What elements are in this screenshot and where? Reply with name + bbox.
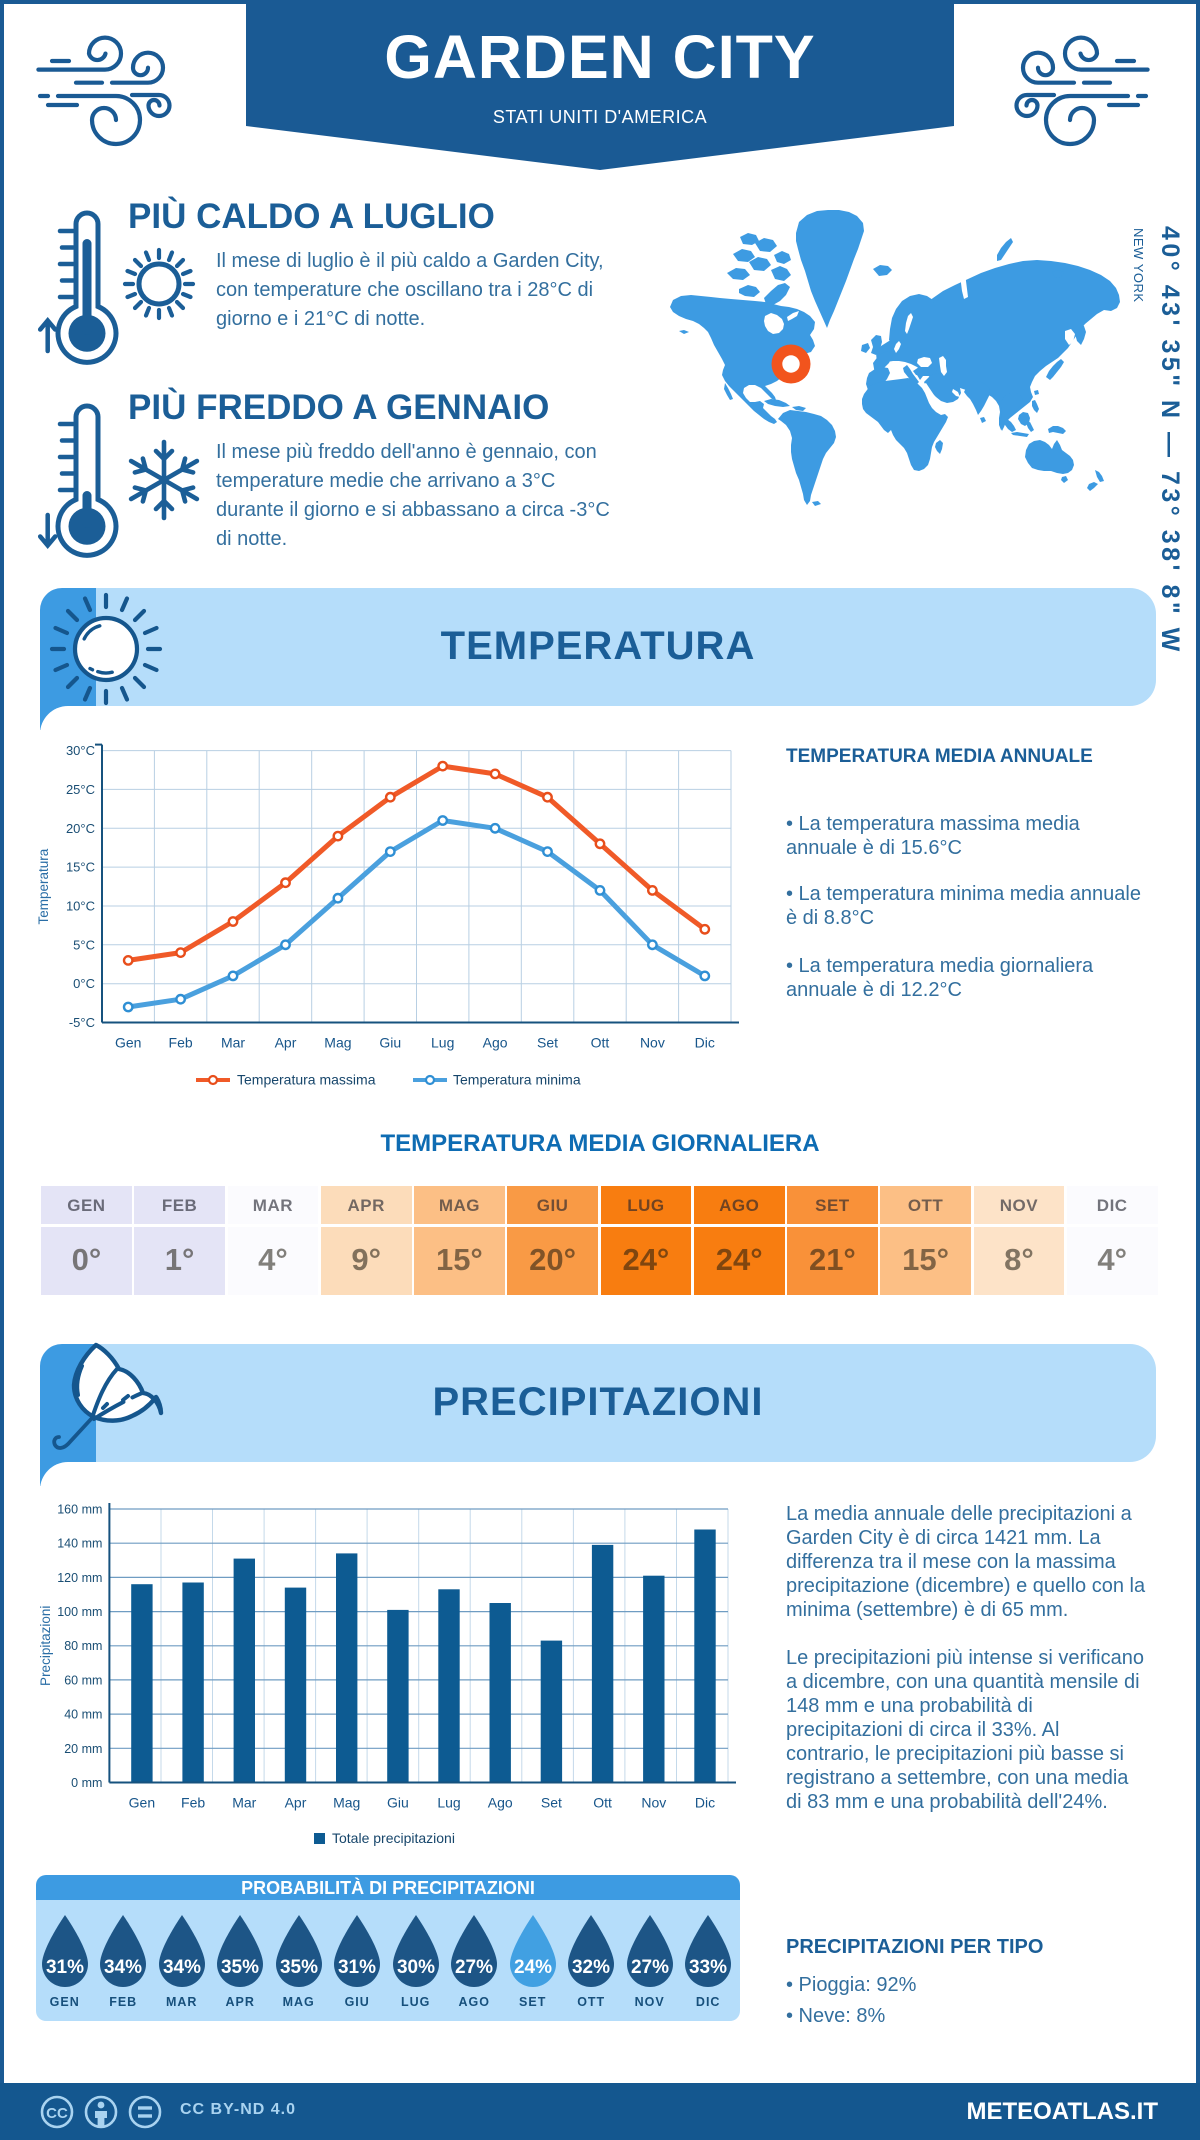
svg-text:Set: Set (537, 1035, 558, 1051)
svg-text:0 mm: 0 mm (71, 1776, 102, 1790)
svg-text:35%: 35% (221, 1957, 259, 1978)
svg-text:Giu: Giu (379, 1035, 401, 1051)
svg-text:15°C: 15°C (66, 860, 95, 875)
svg-text:CC: CC (46, 2105, 68, 2122)
svg-text:Dic: Dic (695, 1035, 715, 1051)
svg-text:-5°C: -5°C (69, 1015, 95, 1030)
svg-text:Lug: Lug (437, 1795, 460, 1811)
svg-text:0°C: 0°C (73, 976, 95, 991)
svg-text:35%: 35% (280, 1957, 318, 1978)
svg-text:Apr: Apr (275, 1035, 297, 1051)
svg-text:27%: 27% (631, 1957, 669, 1978)
svg-text:Totale precipitazioni: Totale precipitazioni (332, 1830, 455, 1846)
svg-text:30%: 30% (397, 1957, 435, 1978)
svg-text:160 mm: 160 mm (57, 1503, 102, 1517)
svg-text:Apr: Apr (285, 1795, 307, 1811)
svg-text:Gen: Gen (129, 1795, 155, 1811)
svg-text:Nov: Nov (640, 1035, 665, 1051)
svg-text:40 mm: 40 mm (64, 1708, 102, 1722)
svg-text:Lug: Lug (431, 1035, 454, 1051)
svg-text:Ago: Ago (488, 1795, 513, 1811)
svg-text:120 mm: 120 mm (57, 1571, 102, 1585)
svg-text:80 mm: 80 mm (64, 1639, 102, 1653)
svg-text:20 mm: 20 mm (64, 1742, 102, 1756)
svg-text:Precipitazioni: Precipitazioni (38, 1606, 53, 1686)
svg-text:31%: 31% (338, 1957, 376, 1978)
svg-text:10°C: 10°C (66, 899, 95, 914)
svg-text:32%: 32% (572, 1957, 610, 1978)
svg-text:100 mm: 100 mm (57, 1605, 102, 1619)
svg-text:Mar: Mar (232, 1795, 256, 1811)
svg-text:140 mm: 140 mm (57, 1537, 102, 1551)
svg-text:Temperatura minima: Temperatura minima (453, 1072, 581, 1088)
svg-text:24%: 24% (514, 1957, 552, 1978)
svg-text:Mag: Mag (324, 1035, 351, 1051)
svg-text:Feb: Feb (181, 1795, 205, 1811)
svg-text:33%: 33% (689, 1957, 727, 1978)
svg-text:Ott: Ott (593, 1795, 612, 1811)
svg-text:Nov: Nov (641, 1795, 666, 1811)
svg-text:25°C: 25°C (66, 782, 95, 797)
svg-text:30°C: 30°C (66, 743, 95, 758)
svg-text:20°C: 20°C (66, 821, 95, 836)
svg-text:Temperatura massima: Temperatura massima (237, 1072, 376, 1088)
svg-text:Gen: Gen (115, 1035, 141, 1051)
svg-text:60 mm: 60 mm (64, 1673, 102, 1687)
svg-text:Giu: Giu (387, 1795, 409, 1811)
svg-text:Temperatura: Temperatura (36, 848, 51, 924)
svg-text:5°C: 5°C (73, 937, 95, 952)
svg-text:Set: Set (541, 1795, 562, 1811)
svg-text:Ott: Ott (591, 1035, 610, 1051)
svg-text:Mar: Mar (221, 1035, 245, 1051)
svg-text:Feb: Feb (169, 1035, 193, 1051)
svg-text:Mag: Mag (333, 1795, 360, 1811)
svg-text:Ago: Ago (483, 1035, 508, 1051)
svg-text:31%: 31% (46, 1957, 84, 1978)
svg-text:Dic: Dic (695, 1795, 715, 1811)
svg-text:27%: 27% (455, 1957, 493, 1978)
svg-text:34%: 34% (104, 1957, 142, 1978)
svg-text:34%: 34% (163, 1957, 201, 1978)
